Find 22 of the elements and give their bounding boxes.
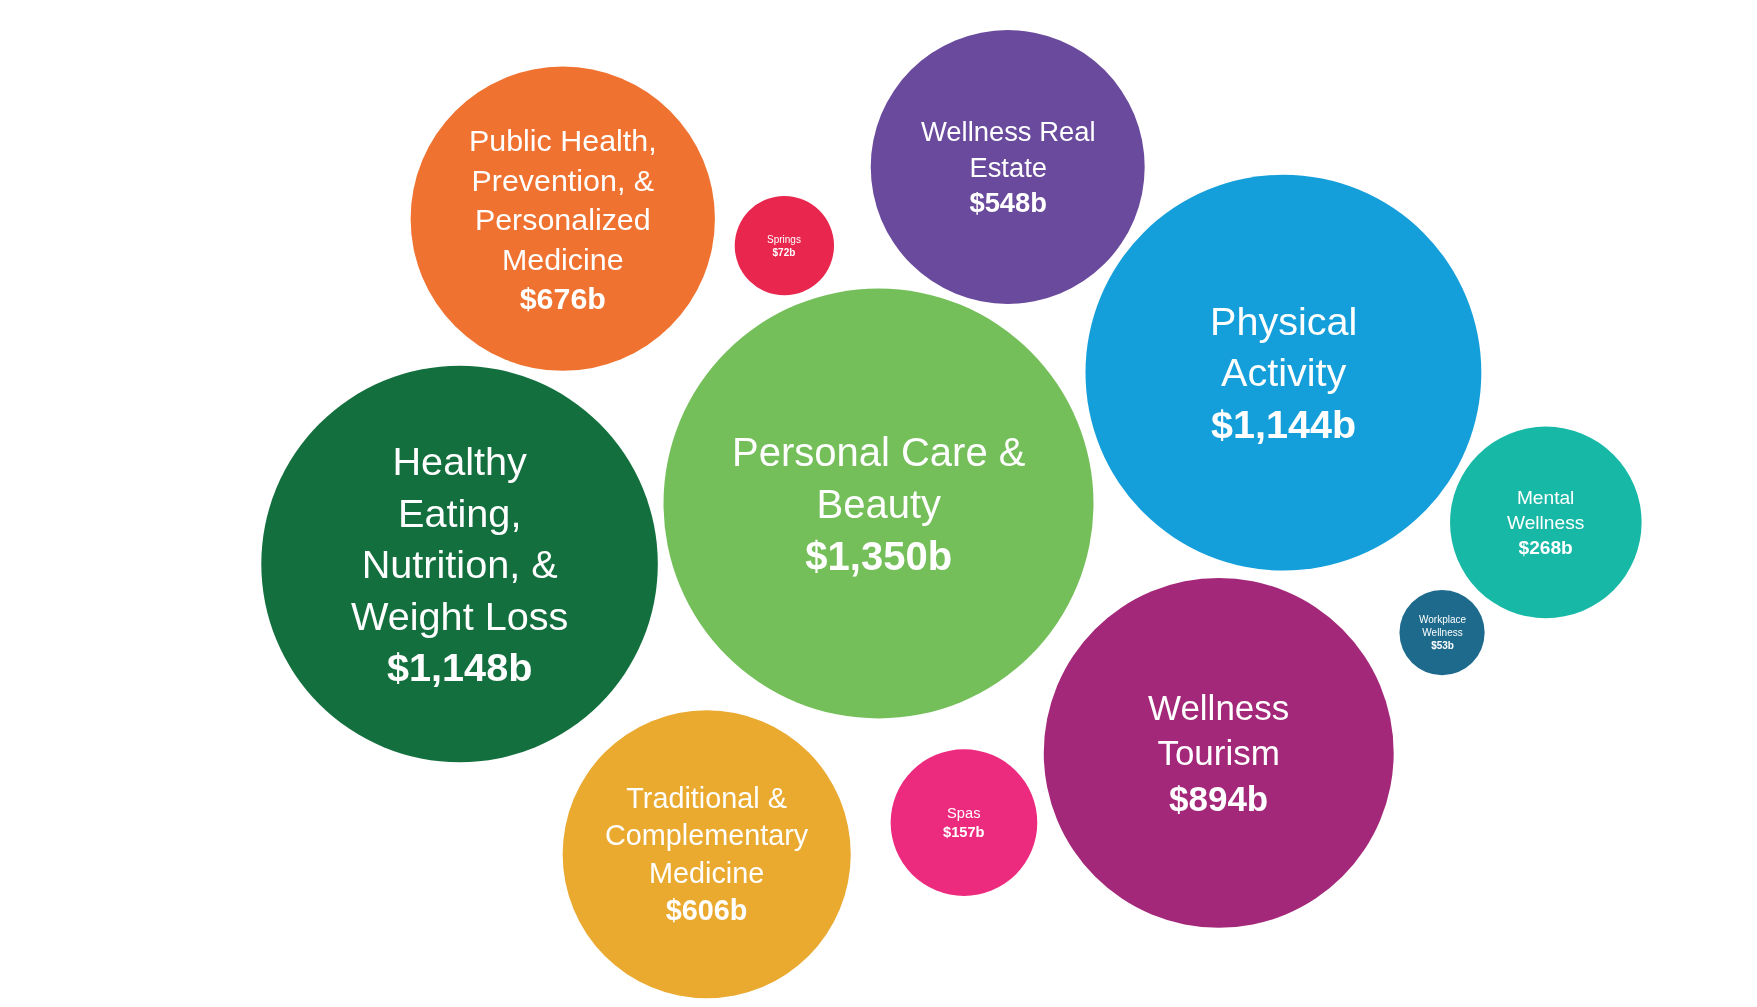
- category-label: Physical Activity: [1210, 299, 1358, 395]
- category-label: Springs: [767, 234, 801, 245]
- data-label: $72b: [772, 247, 796, 258]
- category-label: Spas: [947, 805, 981, 821]
- data-label: $676b: [519, 281, 606, 316]
- data-label: $157b: [943, 824, 985, 841]
- data-label: $53b: [1431, 640, 1454, 651]
- category-label: Workplace Wellness: [1419, 614, 1467, 638]
- category-label: Wellness Tourism: [1148, 688, 1290, 773]
- data-label: $548b: [969, 187, 1048, 219]
- data-label: $606b: [665, 894, 748, 927]
- data-label: $268b: [1518, 536, 1573, 558]
- data-label: $1,144b: [1211, 401, 1357, 446]
- data-label: $1,148b: [386, 645, 533, 690]
- data-label: $894b: [1169, 778, 1269, 818]
- category-label: Personal Care & Beauty: [732, 430, 1026, 526]
- category-label: Wellness Real Estate: [921, 116, 1096, 183]
- category-label: Public Health, Prevention, & Personalized Medicine: [469, 123, 657, 276]
- category-label: Healthy Eating, Nutrition, & Weight Loss: [351, 439, 569, 638]
- category-label: Mental Wellness: [1507, 487, 1585, 533]
- data-label: $1,350b: [805, 534, 953, 578]
- category-label: Traditional & Complementary Medicine: [605, 782, 809, 889]
